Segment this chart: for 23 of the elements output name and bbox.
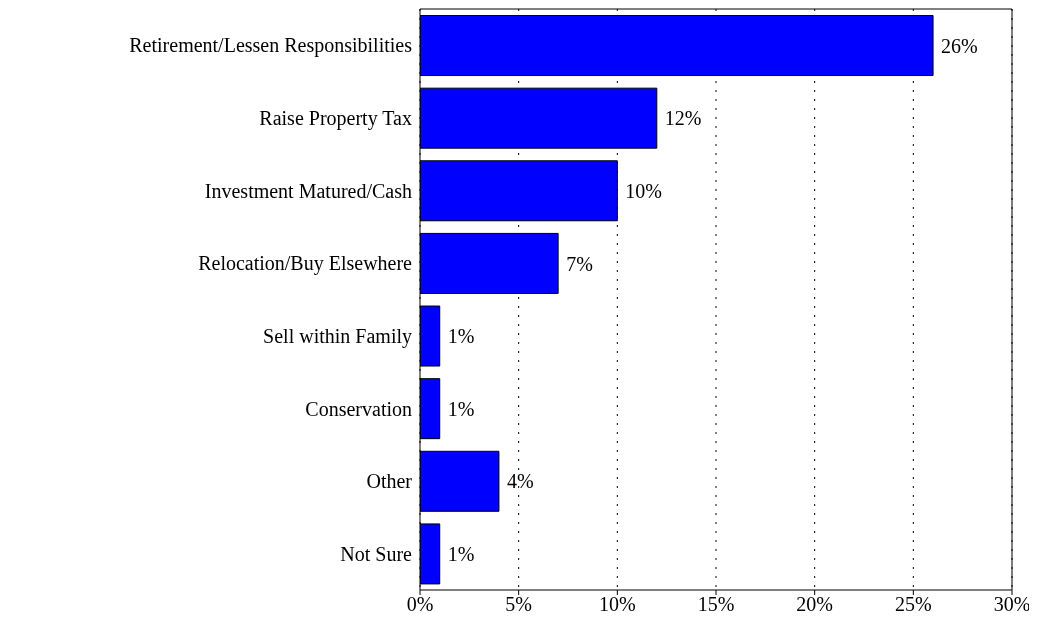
data-label: 4% xyxy=(506,470,534,493)
data-label: 1% xyxy=(447,397,475,420)
y-tick-label: Raise Property Tax xyxy=(259,107,412,131)
x-tick-label: 10% xyxy=(599,593,636,616)
x-tick-label: 20% xyxy=(796,593,833,616)
x-tick-label: 0% xyxy=(406,593,434,616)
y-tick-label: Not Sure xyxy=(340,542,413,565)
x-tick-label: 15% xyxy=(697,593,735,616)
y-tick-label: Relocation/Buy Elsewhere xyxy=(198,252,413,276)
data-label: 1% xyxy=(447,325,475,348)
data-label: 12% xyxy=(664,107,702,130)
data-label: 7% xyxy=(566,252,593,275)
y-tick-label: Other xyxy=(366,470,413,493)
data-label: 26% xyxy=(941,34,978,57)
data-label: 10% xyxy=(625,179,663,202)
y-tick-label: Conservation xyxy=(305,397,412,420)
y-tick-label: Retirement/Lessen Responsibilities xyxy=(129,34,413,58)
x-tick-label: 5% xyxy=(505,593,532,616)
x-tick-label: 25% xyxy=(895,593,932,616)
data-label: 1% xyxy=(447,543,475,566)
y-tick-label: Investment Matured/Cash xyxy=(204,179,412,202)
y-tick-label: Sell within Family xyxy=(263,324,412,348)
x-tick-label: 30% xyxy=(993,593,1031,616)
